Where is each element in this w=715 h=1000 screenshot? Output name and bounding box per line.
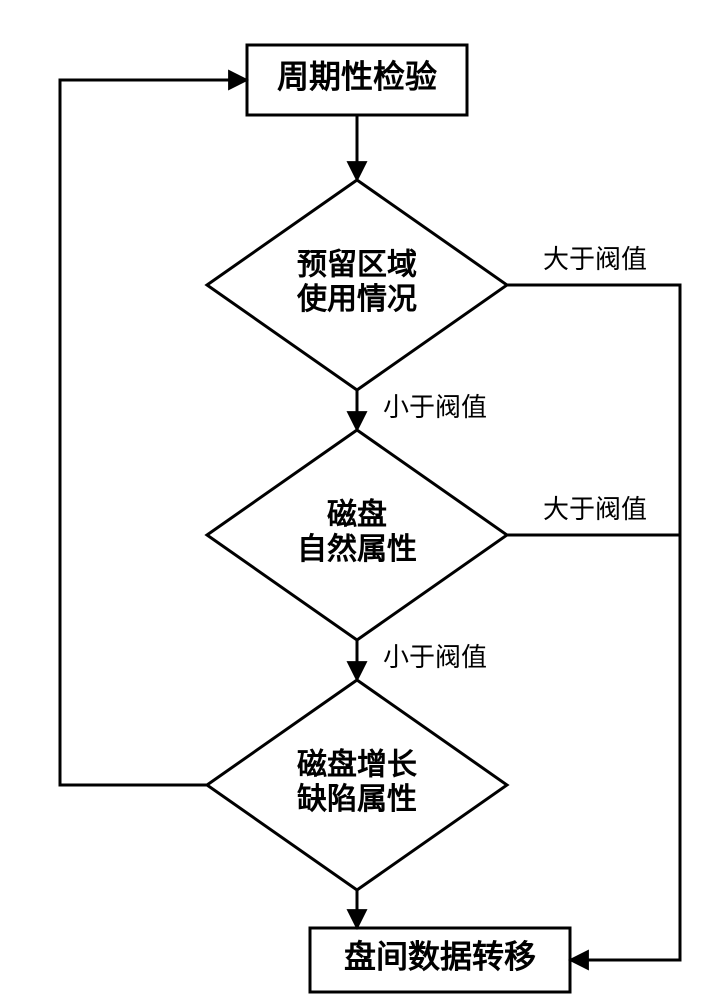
node-n2: 预留区域使用情况 [207, 180, 507, 390]
node-n4-label: 缺陷属性 [297, 783, 417, 816]
node-n1: 周期性检验 [247, 45, 467, 115]
edge-1-label: 小于阀值 [383, 393, 487, 422]
edge-2-label: 小于阀值 [383, 643, 487, 672]
node-n4-label: 磁盘增长 [297, 748, 417, 782]
edge-4-label: 大于阀值 [543, 245, 647, 274]
node-n3: 磁盘自然属性 [207, 430, 507, 640]
node-n2-label: 预留区域 [297, 249, 417, 282]
edge-6 [60, 80, 247, 785]
node-n5: 盘间数据转移 [310, 928, 570, 992]
node-n2-label: 使用情况 [296, 283, 417, 316]
node-n1-label: 周期性检验 [277, 58, 437, 94]
node-n5-label: 盘间数据转移 [344, 938, 536, 974]
node-n3-label: 自然属性 [297, 532, 417, 566]
edge-5-label: 大于阀值 [543, 495, 647, 524]
node-n3-label: 磁盘 [327, 498, 387, 532]
node-n4: 磁盘增长缺陷属性 [207, 680, 507, 890]
edge-4 [507, 285, 680, 960]
